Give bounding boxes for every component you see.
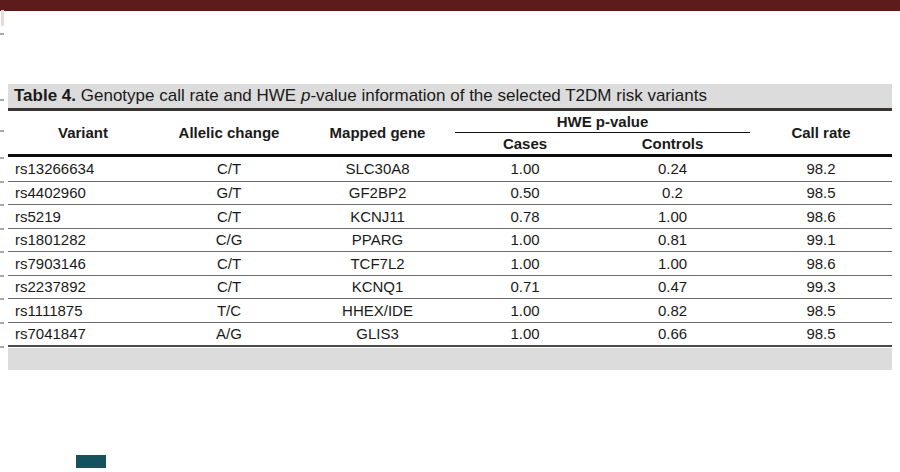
cell-call-rate: 98.5 (750, 302, 892, 319)
col-header-allelic-change: Allelic change (158, 111, 300, 154)
cell-allelic-change: T/C (158, 302, 300, 319)
page-edge-mark (0, 130, 4, 132)
cell-mapped-gene: KCNJ11 (300, 208, 455, 225)
table-title: Table 4. Genotype call rate and HWE p-va… (8, 84, 892, 108)
col-header-variant: Variant (8, 111, 158, 154)
cell-hwe-controls: 0.82 (595, 302, 750, 319)
table-title-text-italic: p (301, 86, 310, 105)
page-edge-mark (0, 298, 4, 300)
cell-hwe-cases: 0.50 (455, 184, 595, 201)
page-edge-mark (0, 99, 4, 101)
col-header-hwe-pvalue: HWE p-value (455, 111, 750, 133)
cell-variant: rs2237892 (8, 278, 158, 295)
cell-call-rate: 99.1 (750, 231, 892, 248)
table-row: rs1801282C/GPPARG1.000.8199.1 (8, 228, 892, 252)
cell-hwe-cases: 0.78 (455, 208, 595, 225)
cell-allelic-change: C/T (158, 208, 300, 225)
table-title-label: Table 4. (14, 86, 76, 105)
cell-allelic-change: C/T (158, 160, 300, 177)
table-row: rs13266634C/TSLC30A81.000.2498.2 (8, 157, 892, 181)
cell-hwe-controls: 0.24 (595, 160, 750, 177)
cell-call-rate: 98.6 (750, 255, 892, 272)
col-header-cases: Cases (455, 133, 595, 154)
table-body: rs13266634C/TSLC30A81.000.2498.2rs440296… (8, 157, 892, 345)
cell-allelic-change: C/T (158, 255, 300, 272)
cell-hwe-controls: 0.81 (595, 231, 750, 248)
hwe-subheader-row: Cases Controls (455, 133, 750, 154)
cell-allelic-change: C/G (158, 231, 300, 248)
cell-variant: rs13266634 (8, 160, 158, 177)
cell-variant: rs4402960 (8, 184, 158, 201)
table-row: rs7903146C/TTCF7L21.001.0098.6 (8, 251, 892, 275)
page-edge-mark (0, 181, 4, 183)
col-group-hwe-pvalue: HWE p-value Cases Controls (455, 111, 750, 154)
page-edge-mark (0, 228, 4, 230)
cell-hwe-cases: 1.00 (455, 325, 595, 342)
table-footer-band (8, 348, 892, 370)
bottom-teal-bar (76, 455, 106, 468)
table-row: rs4402960G/TGF2BP20.500.298.5 (8, 181, 892, 205)
page-edge-mark (0, 346, 4, 348)
col-header-controls: Controls (595, 133, 750, 154)
cell-variant: rs1111875 (8, 302, 158, 319)
cell-variant: rs1801282 (8, 231, 158, 248)
table-header-row: Variant Allelic change Mapped gene HWE p… (8, 111, 892, 154)
cell-hwe-controls: 0.66 (595, 325, 750, 342)
table-row: rs1111875T/CHHEX/IDE1.000.8298.5 (8, 298, 892, 322)
cell-hwe-cases: 1.00 (455, 160, 595, 177)
cell-hwe-controls: 0.47 (595, 278, 750, 295)
page-edge-mark (0, 322, 4, 324)
cell-mapped-gene: KCNQ1 (300, 278, 455, 295)
cell-variant: rs5219 (8, 208, 158, 225)
page-edge-mark (0, 251, 4, 253)
page-edge-smudge (1, 10, 4, 26)
cell-mapped-gene: SLC30A8 (300, 160, 455, 177)
cell-mapped-gene: GLIS3 (300, 325, 455, 342)
table-row: rs7041847A/GGLIS31.000.6698.5 (8, 322, 892, 346)
table-row: rs2237892C/TKCNQ10.710.4799.3 (8, 275, 892, 299)
col-header-call-rate: Call rate (750, 111, 892, 154)
table-title-text-pre: Genotype call rate and HWE (76, 86, 301, 105)
cell-call-rate: 98.5 (750, 325, 892, 342)
cell-allelic-change: A/G (158, 325, 300, 342)
cell-hwe-cases: 1.00 (455, 231, 595, 248)
cell-call-rate: 99.3 (750, 278, 892, 295)
table-bottom-rule (8, 345, 892, 347)
cell-hwe-controls: 0.2 (595, 184, 750, 201)
cell-hwe-cases: 0.71 (455, 278, 595, 295)
cell-call-rate: 98.6 (750, 208, 892, 225)
cell-mapped-gene: PPARG (300, 231, 455, 248)
cell-variant: rs7041847 (8, 325, 158, 342)
cell-hwe-controls: 1.00 (595, 255, 750, 272)
table-title-text-post: -value information of the selected T2DM … (310, 86, 707, 105)
cell-hwe-cases: 1.00 (455, 302, 595, 319)
cell-hwe-controls: 1.00 (595, 208, 750, 225)
cell-hwe-cases: 1.00 (455, 255, 595, 272)
cell-allelic-change: G/T (158, 184, 300, 201)
cell-variant: rs7903146 (8, 255, 158, 272)
top-red-bar (0, 0, 900, 11)
page-edge-mark (0, 275, 4, 277)
cell-mapped-gene: GF2BP2 (300, 184, 455, 201)
cell-call-rate: 98.5 (750, 184, 892, 201)
cell-call-rate: 98.2 (750, 160, 892, 177)
page-edge-mark (0, 204, 4, 206)
cell-allelic-change: C/T (158, 278, 300, 295)
page-edge-mark (0, 157, 4, 159)
table-row: rs5219C/TKCNJ110.781.0098.6 (8, 204, 892, 228)
cell-mapped-gene: HHEX/IDE (300, 302, 455, 319)
cell-mapped-gene: TCF7L2 (300, 255, 455, 272)
page-edge-mark (0, 33, 4, 35)
col-header-mapped-gene: Mapped gene (300, 111, 455, 154)
